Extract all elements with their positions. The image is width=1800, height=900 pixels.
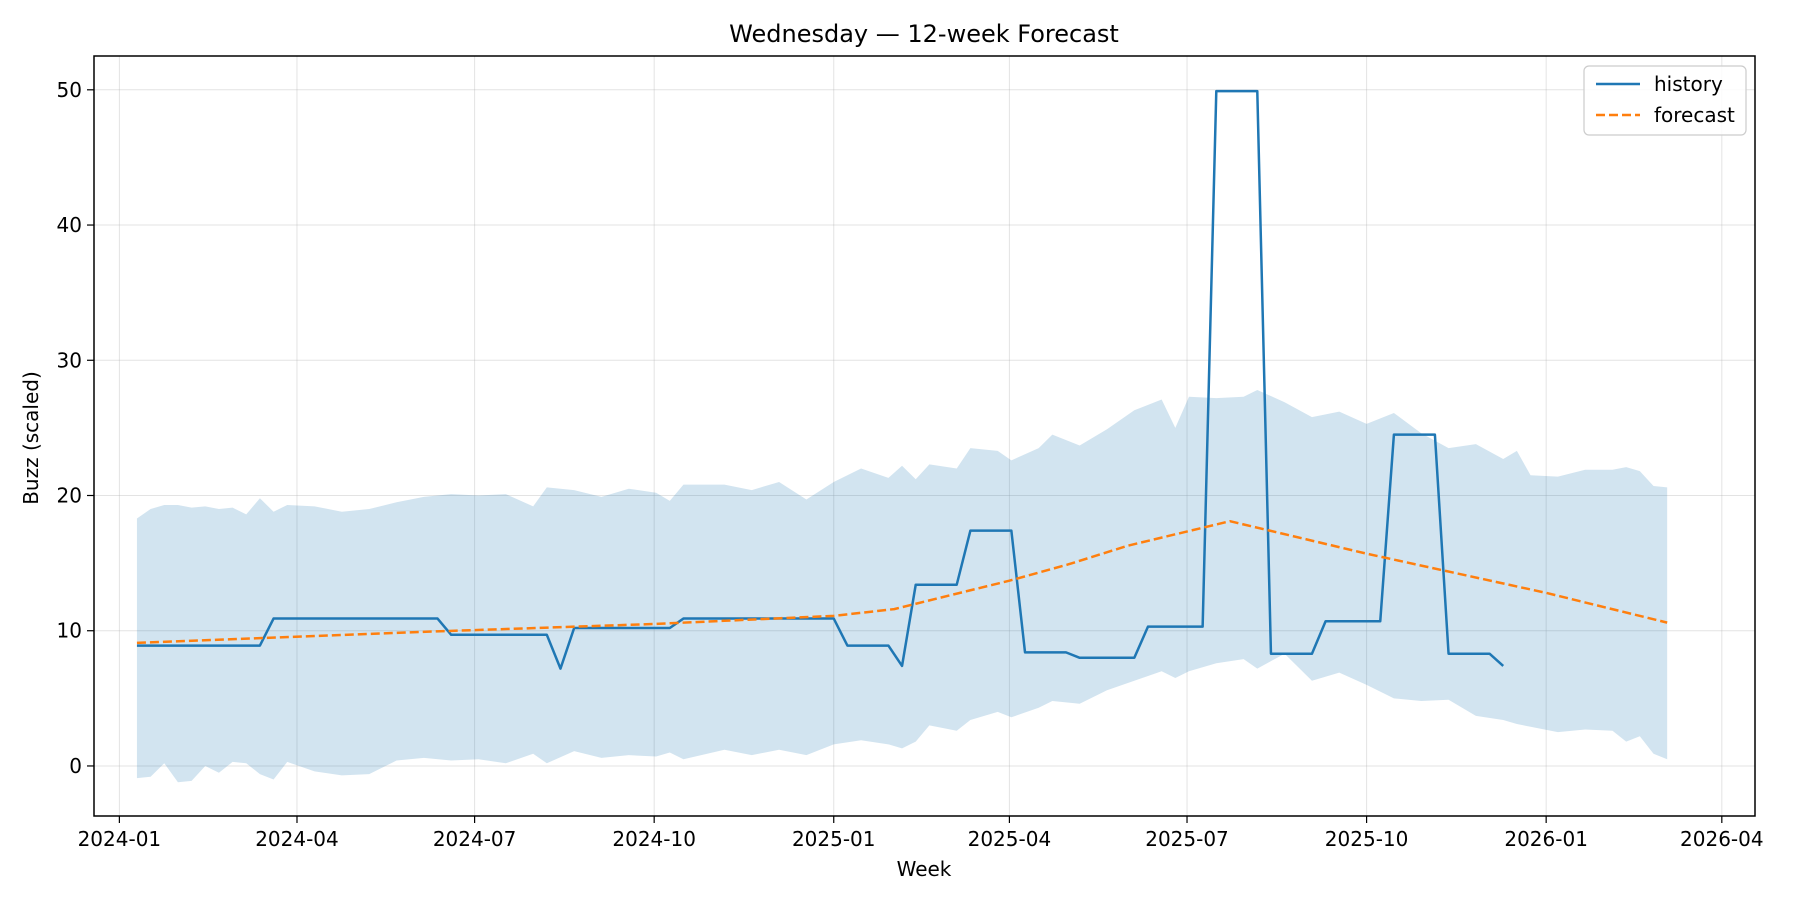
- x-tick-label: 2024-01: [78, 827, 162, 851]
- y-axis-ticks: 0 10 20 30 40 50: [57, 78, 94, 778]
- x-axis-ticks: 2024-01 2024-04 2024-07 2024-10 2025-01 2025-…: [78, 816, 1764, 851]
- x-tick-label: 2026-01: [1504, 827, 1588, 851]
- x-tick-label: 2025-04: [968, 827, 1052, 851]
- x-tick-label: 2025-01: [792, 827, 876, 851]
- confidence-band-layer: [136, 390, 1668, 783]
- x-tick-label: 2026-04: [1680, 827, 1764, 851]
- forecast-line: [136, 519, 1668, 645]
- plot-frame: [93, 55, 1756, 817]
- y-tick-label: 10: [57, 619, 82, 643]
- x-tick-label: 2025-07: [1145, 827, 1229, 851]
- y-tick-label: 50: [57, 78, 82, 102]
- x-axis-label: Week: [897, 857, 952, 881]
- legend-label-history: history: [1654, 72, 1723, 96]
- x-tick-label: 2024-07: [433, 827, 517, 851]
- confidence-band: [136, 390, 1668, 783]
- y-tick-label: 30: [57, 348, 82, 372]
- x-tick-label: 2025-10: [1325, 827, 1409, 851]
- y-axis-label: Buzz (scaled): [19, 371, 43, 505]
- y-tick-label: 20: [57, 484, 82, 508]
- y-tick-label: 40: [57, 213, 82, 237]
- legend-label-forecast: forecast: [1654, 103, 1735, 127]
- grid: [94, 56, 1755, 816]
- x-tick-label: 2024-10: [612, 827, 696, 851]
- legend: history forecast: [1583, 65, 1747, 136]
- series-layer: [136, 89, 1668, 670]
- history-line: [136, 89, 1505, 670]
- y-tick-label: 0: [69, 754, 82, 778]
- chart-title: Wednesday — 12-week Forecast: [729, 20, 1119, 48]
- x-tick-label: 2024-04: [255, 827, 339, 851]
